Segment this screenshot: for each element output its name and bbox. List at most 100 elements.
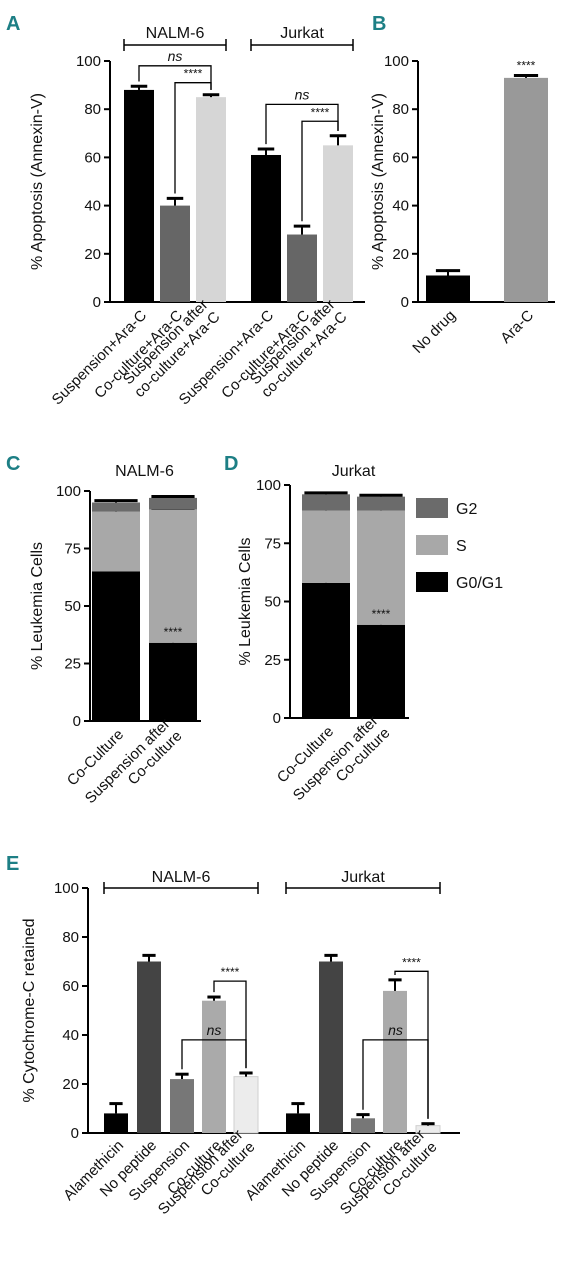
bar — [504, 77, 548, 303]
y-tick-label: 60 — [392, 149, 409, 166]
bar — [351, 1118, 375, 1133]
significance-label: ns — [168, 48, 183, 64]
y-tick-label: 0 — [401, 294, 409, 311]
bar — [287, 234, 317, 302]
panel-letter: E — [6, 853, 19, 875]
y-tick-label: 100 — [54, 880, 79, 897]
y-tick-label: 100 — [56, 483, 81, 500]
comparison-line — [213, 980, 247, 1069]
y-axis-title: % Cytochrome-C retained — [21, 918, 38, 1102]
panel-letter: B — [372, 13, 386, 35]
legend-label: S — [456, 538, 467, 555]
significance-label: **** — [164, 625, 183, 639]
y-tick-label: 40 — [84, 198, 101, 215]
panel-title: NALM-6 — [115, 463, 174, 480]
cell-cycle-legend: G2 S G0/G1 — [416, 498, 503, 592]
comparison-line — [138, 65, 212, 90]
significance-label: ns — [295, 86, 310, 102]
bar — [319, 961, 343, 1133]
bar-segment — [357, 496, 405, 511]
group-label: NALM-6 — [146, 25, 205, 42]
group-label: Jurkat — [341, 869, 385, 886]
panel-letter: D — [224, 453, 238, 475]
y-tick-label: 50 — [264, 594, 281, 611]
y-axis-title: % Leukemia Cells — [237, 537, 254, 665]
category-label-line: Ara-C — [497, 307, 537, 347]
category-label-line: No drug — [409, 307, 459, 357]
significance-label: **** — [221, 965, 240, 979]
panel-B: B 0 20 40 60 80 100 % Apoptosis (Annexin-V) No d… — [370, 13, 555, 357]
y-tick-label: 100 — [256, 477, 281, 494]
y-tick-label: 75 — [64, 541, 81, 558]
y-tick-label: 25 — [64, 656, 81, 673]
y-tick-label: 0 — [273, 710, 281, 727]
bar — [233, 1076, 259, 1134]
y-tick-label: 60 — [84, 149, 101, 166]
bar-segment — [149, 497, 197, 510]
bar-segment — [302, 494, 350, 511]
y-tick-label: 100 — [384, 53, 409, 70]
y-axis-title: % Apoptosis (Annexin-V) — [370, 93, 387, 270]
bar-segment — [92, 502, 140, 512]
bar-segment — [302, 510, 350, 583]
panel-title: Jurkat — [332, 463, 376, 480]
significance-label: **** — [402, 955, 421, 969]
group-label: Jurkat — [280, 25, 324, 42]
y-tick-label: 0 — [71, 1125, 79, 1142]
y-tick-label: 25 — [264, 652, 281, 669]
bar — [124, 89, 154, 302]
y-tick-label: 100 — [76, 53, 101, 70]
legend-label: G0/G1 — [456, 575, 503, 592]
comparison-line — [394, 970, 429, 1119]
y-tick-label: 80 — [84, 101, 101, 118]
significance-label: **** — [184, 67, 203, 81]
bar-segment — [92, 511, 140, 572]
bar-segment — [302, 582, 350, 718]
bar — [426, 275, 470, 302]
bar — [251, 154, 281, 302]
comparison-line — [265, 103, 339, 145]
y-tick-label: 80 — [392, 101, 409, 118]
bar-segment — [149, 642, 197, 721]
y-tick-label: 20 — [392, 246, 409, 263]
category-label: Suspension afterCo-culture — [155, 1126, 259, 1230]
comparison-line — [174, 82, 212, 194]
legend-swatch — [416, 572, 448, 592]
y-axis-title: % Apoptosis (Annexin-V) — [29, 93, 46, 270]
significance-label: **** — [517, 58, 536, 72]
legend-swatch — [416, 498, 448, 518]
legend-label: G2 — [456, 501, 477, 518]
y-tick-label: 20 — [84, 246, 101, 263]
y-tick-label: 75 — [264, 535, 281, 552]
bar-segment — [149, 509, 197, 643]
category-label: No drug — [409, 307, 459, 357]
y-axis-title: % Leukemia Cells — [29, 542, 46, 670]
y-tick-label: 60 — [62, 978, 79, 995]
bar — [160, 205, 190, 302]
y-tick-label: 40 — [62, 1027, 79, 1044]
bar — [323, 145, 353, 302]
significance-label: **** — [372, 607, 391, 621]
legend-swatch — [416, 535, 448, 555]
comparison-line — [301, 120, 339, 222]
bar — [137, 961, 161, 1133]
bar-segment — [357, 624, 405, 718]
bar-segment — [92, 571, 140, 721]
bar-segment — [357, 510, 405, 625]
panel-letter: C — [6, 453, 20, 475]
bar — [170, 1079, 194, 1133]
bar — [383, 990, 407, 1133]
y-tick-label: 0 — [93, 294, 101, 311]
bar — [196, 97, 226, 303]
group-label: NALM-6 — [152, 869, 211, 886]
panel-letter: A — [6, 13, 20, 35]
y-tick-label: 50 — [64, 598, 81, 615]
significance-label: ns — [207, 1022, 222, 1038]
bar — [286, 1113, 310, 1133]
y-tick-label: 80 — [62, 929, 79, 946]
bar — [202, 1000, 226, 1133]
